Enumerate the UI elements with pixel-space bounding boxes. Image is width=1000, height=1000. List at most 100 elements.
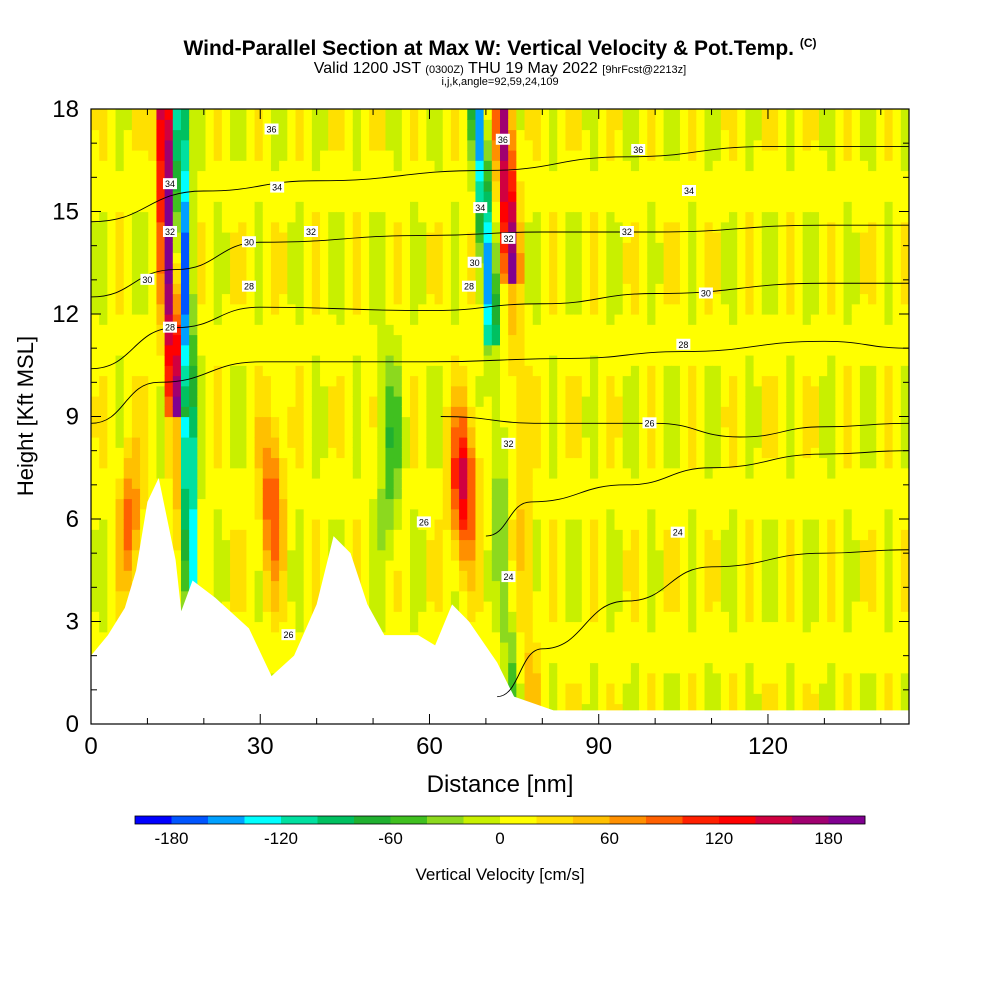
contour-label-bg	[631, 144, 646, 155]
x-tick-label: 0	[84, 733, 97, 760]
colorbar-swatch	[463, 816, 501, 824]
theta-contour-32	[91, 282, 909, 370]
colorbar-swatch	[208, 816, 245, 824]
contour-label-bg	[495, 133, 510, 145]
colorbar: -180 -120 -60 0 60 120 180	[134, 815, 866, 848]
colorbar-swatch	[354, 816, 391, 824]
colorbar-swatch	[427, 816, 464, 824]
x-tick-label: 120	[748, 733, 788, 760]
contour-label-bg	[162, 321, 177, 333]
colorbar-tick-label: 120	[705, 829, 733, 848]
colorbar-swatch	[244, 816, 282, 824]
contour-label-9: 36	[495, 133, 510, 145]
title-main: Wind-Parallel Section at Max W: Vertical…	[183, 37, 794, 60]
contour-label-text: 28	[244, 282, 254, 292]
x-tick-label: 60	[416, 733, 443, 760]
contour-label-text: 28	[165, 323, 175, 333]
colorbar-tick-label: 60	[600, 829, 619, 848]
colorbar-swatch	[500, 816, 537, 824]
contour-label-text: 28	[464, 282, 474, 292]
x-axis: 0 30 60 90 120	[84, 109, 882, 760]
x-tick-label: 30	[247, 733, 274, 760]
contour-label-bg	[642, 417, 657, 429]
contour-label-text: 32	[622, 227, 632, 237]
colorbar-swatch	[828, 816, 866, 824]
forecast-tag: [9hrFcst@2213z]	[602, 64, 687, 76]
y-tick-label: 15	[52, 199, 79, 226]
contour-label-text: 32	[503, 234, 513, 244]
colorbar-swatch	[317, 816, 355, 824]
contour-label-bg	[304, 226, 319, 237]
contour-label-bg	[676, 338, 691, 350]
valid-prefix: Valid 1200 JST	[313, 60, 421, 77]
colorbar-tick-label: 180	[814, 829, 842, 848]
contour-label-bg	[670, 526, 685, 538]
contour-label-bg	[241, 280, 256, 292]
contour-labels: 36 34 32 30 28 34 32 30 28 36 34 32 30 28 36 34 32 30 28 26…	[140, 123, 713, 641]
contour-label-text: 26	[644, 418, 654, 428]
colorbar-swatch	[792, 816, 829, 824]
contour-label-bg	[270, 181, 285, 193]
contour-label-text: 24	[673, 528, 683, 538]
indices-line: i,j,k,angle=92,59,24,109	[441, 76, 559, 88]
colorbar-swatch	[281, 816, 318, 824]
contour-label-text: 30	[701, 289, 711, 299]
contour-label-text: 36	[633, 145, 643, 155]
contour-label-bg	[162, 178, 177, 190]
theta-contour-26	[485, 450, 909, 537]
contour-label-text: 36	[267, 125, 277, 135]
x-tick-label: 90	[585, 733, 612, 760]
theta-contour-24	[497, 549, 909, 698]
x-axis-label: Distance [nm]	[427, 771, 574, 798]
contour-label-text: 32	[165, 227, 175, 237]
contour-label-bg	[501, 437, 516, 449]
contour-label-11: 32	[501, 232, 516, 244]
contour-label-20: 24	[670, 526, 685, 538]
contour-label-text: 26	[419, 517, 429, 527]
contour-label-bg	[281, 629, 296, 641]
contour-label-5: 34	[162, 178, 177, 190]
contour-label-bg	[698, 287, 713, 299]
y-tick-label: 9	[66, 404, 79, 431]
contour-label-bg	[264, 123, 279, 135]
contour-label-2: 32	[304, 226, 319, 237]
contour-label-24: 32	[501, 437, 516, 449]
contour-label-bg	[681, 185, 696, 196]
contour-label-7: 30	[140, 273, 155, 285]
contour-label-14: 36	[631, 144, 646, 155]
colorbar-tick-label: -60	[378, 829, 403, 848]
chart-subtitle: Valid 1200 JST (0300Z) THU 19 May 2022 […	[0, 60, 1000, 78]
contour-label-text: 34	[272, 183, 282, 193]
contour-label-4: 28	[241, 280, 256, 292]
colorbar-swatch	[135, 816, 172, 824]
contour-label-text: 34	[684, 186, 694, 196]
contour-label-6: 32	[162, 226, 177, 237]
colorbar-swatch	[719, 816, 756, 824]
colorbar-swatch	[755, 816, 793, 824]
colorbar-tick-label: -180	[154, 829, 188, 848]
contour-label-22: 26	[416, 516, 431, 528]
colorbar-swatch	[536, 816, 574, 824]
contour-label-bg	[461, 280, 476, 292]
contour-label-1: 34	[270, 181, 285, 193]
contour-label-21: 24	[501, 571, 516, 583]
theta-contour-36	[91, 146, 909, 223]
contour-label-17: 30	[698, 287, 713, 299]
y-tick-label: 6	[66, 506, 79, 533]
contour-label-bg	[501, 571, 516, 583]
contour-label-bg	[501, 232, 516, 244]
y-tick-label: 18	[52, 96, 79, 123]
contour-label-text: 34	[475, 203, 485, 213]
contour-label-13: 28	[461, 280, 476, 292]
copyright-mark: (C)	[799, 36, 817, 50]
contour-label-text: 30	[244, 237, 254, 247]
contour-label-3: 30	[241, 236, 256, 248]
contour-label-16: 32	[619, 226, 634, 237]
theta-contour-30	[91, 340, 909, 424]
colorbar-swatch	[646, 816, 683, 824]
theta-contour-34	[91, 224, 909, 298]
terrain-fill	[91, 478, 909, 724]
contour-label-18: 28	[676, 338, 691, 350]
